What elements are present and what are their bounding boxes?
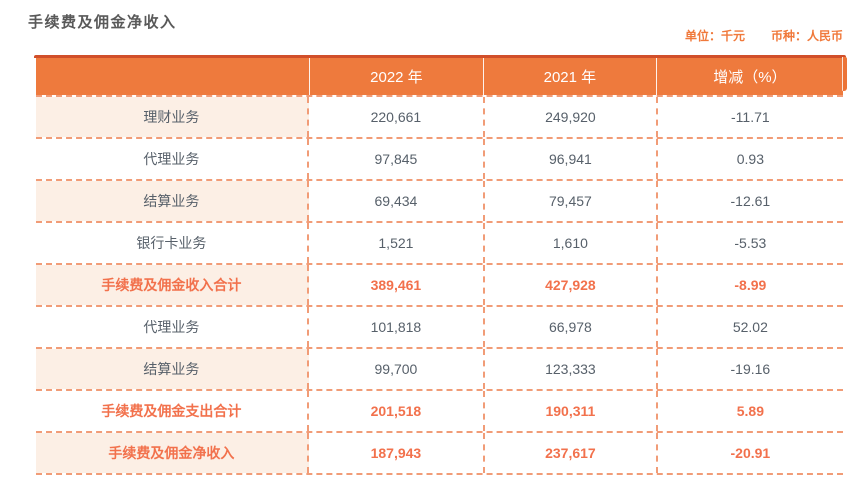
value-change: -20.91 [655,433,843,473]
value-2022: 187,943 [370,445,422,461]
currency-label: 币种：人民币 [770,29,843,43]
unit-currency-note: 单位：千元 币种：人民币 [685,27,843,44]
value-2021: 123,333 [483,349,656,389]
value-2022: 97,845 [374,151,418,167]
table-header-row: 2022 年 2021 年 增减（%） [34,55,847,95]
value-2021: 237,617 [483,433,656,473]
value-2022: 201,518 [370,403,422,419]
table-row-expense-total: 手续费及佣金支出合计 201,518 190,311 5.89 [36,389,843,431]
header-cell-2021: 2021 年 [483,58,656,95]
header-cell-change: 增减（%） [655,58,843,95]
value-change: 52.02 [655,307,843,347]
table-row: 代理业务 97,845 96,941 0.93 [36,137,843,179]
fee-commission-table: 2022 年 2021 年 增减（%） 理财业务 220,661 249,920… [34,55,847,475]
row-label: 银行卡业务 [36,223,309,263]
row-label: 结算业务 [36,181,309,221]
row-label: 结算业务 [36,349,309,389]
value-2022: 220,661 [370,109,422,125]
row-label: 代理业务 [36,307,309,347]
value-2021: 190,311 [483,391,656,431]
value-2022: 69,434 [374,193,418,209]
value-2021: 249,920 [483,97,656,137]
page-title: 手续费及佣金净收入 [28,14,177,31]
value-change: -5.53 [655,223,843,263]
value-2022: 99,700 [374,361,418,377]
unit-label: 单位：千元 [684,29,745,43]
table-row: 银行卡业务 1,521 1,610 -5.53 [36,221,843,263]
table-row: 结算业务 69,434 79,457 -12.61 [36,179,843,221]
row-label: 代理业务 [36,139,309,179]
table-row: 理财业务 220,661 249,920 -11.71 [36,95,843,137]
table-row: 代理业务 101,818 66,978 52.02 [36,305,843,347]
header-cell-2022: 2022 年 [308,58,483,95]
header-cell-item [36,58,309,95]
table-body: 理财业务 220,661 249,920 -11.71 代理业务 97,845 … [36,95,843,475]
value-2022: 1,521 [378,235,414,251]
value-change: -19.16 [655,349,843,389]
row-label: 手续费及佣金净收入 [36,433,309,473]
value-change: -11.71 [655,97,843,137]
value-2022: 101,818 [370,319,422,335]
value-2021: 79,457 [483,181,656,221]
value-2021: 1,610 [483,223,656,263]
row-label: 手续费及佣金收入合计 [36,265,309,305]
row-label: 手续费及佣金支出合计 [36,391,309,431]
value-change: -12.61 [655,181,843,221]
table-row: 结算业务 99,700 123,333 -19.16 [36,347,843,389]
value-change: -8.99 [655,265,843,305]
value-change: 5.89 [655,391,843,431]
value-2021: 96,941 [483,139,656,179]
table-row-income-total: 手续费及佣金收入合计 389,461 427,928 -8.99 [36,263,843,305]
value-2021: 427,928 [483,265,656,305]
value-change: 0.93 [655,139,843,179]
table-row-net-income: 手续费及佣金净收入 187,943 237,617 -20.91 [36,431,843,475]
value-2021: 66,978 [483,307,656,347]
row-label: 理财业务 [36,97,309,137]
value-2022: 389,461 [370,277,422,293]
